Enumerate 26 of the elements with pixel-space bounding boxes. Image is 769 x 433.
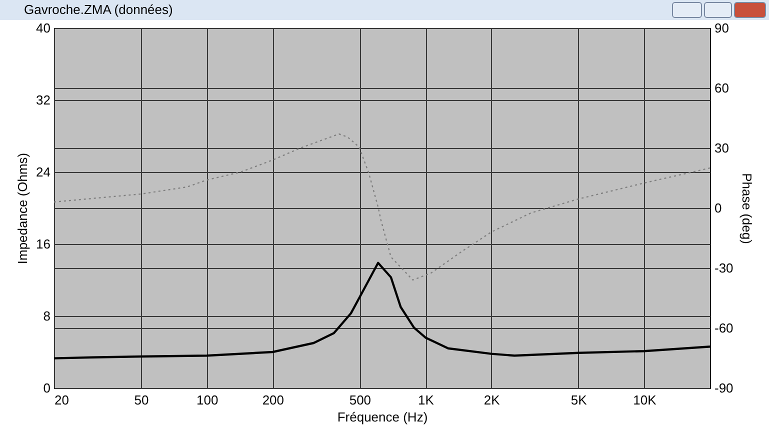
x-tick-label: 100 [196, 392, 218, 408]
y2-tick-label: 90 [714, 20, 729, 36]
y2-tick-label: -30 [714, 260, 734, 276]
x-tick-label: 10K [633, 392, 657, 408]
chart-title: Gavroche.ZMA (données) [24, 2, 173, 17]
y-tick-label: 40 [36, 20, 50, 36]
x-tick-label: 500 [349, 392, 372, 408]
y-tick-label: 0 [43, 380, 50, 396]
y-tick-label: 16 [36, 236, 50, 252]
y-tick-label: 24 [36, 164, 50, 180]
y2-axis-title: Phase (deg) [739, 173, 754, 244]
x-tick-label: 200 [262, 392, 284, 408]
x-tick-label: 1K [418, 392, 434, 408]
x-tick-label: 5K [570, 392, 588, 408]
y-tick-label: 32 [36, 92, 50, 108]
y2-tick-label: -60 [714, 320, 734, 336]
y-axis-title: Impedance (Ohms) [15, 152, 30, 264]
y-tick-label: 8 [43, 308, 50, 324]
x-tick-label: 20 [54, 392, 69, 408]
x-tick-label: 2K [484, 392, 500, 408]
x-tick-label: 50 [134, 392, 149, 408]
y2-tick-label: 30 [714, 140, 729, 156]
y2-tick-label: 0 [714, 200, 722, 216]
y2-tick-label: 60 [714, 80, 729, 96]
x-axis-title: Fréquence (Hz) [337, 410, 428, 424]
y2-tick-label: -90 [714, 380, 734, 396]
